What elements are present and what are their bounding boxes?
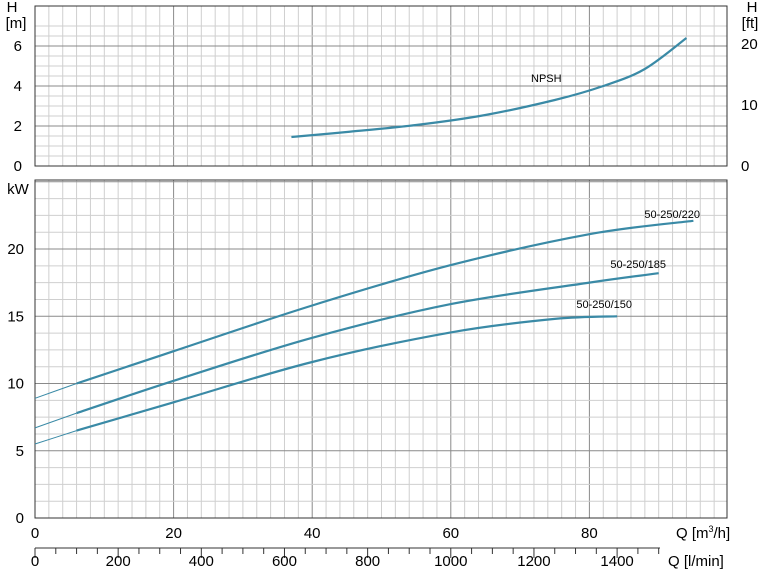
x2-tick-label: 0 <box>31 553 39 570</box>
y-tick-label: 20 <box>7 241 24 258</box>
y-axis-unit-top: [m] <box>6 15 27 32</box>
y2-tick-label: 0 <box>741 158 749 175</box>
series-label: 50-250/150 <box>576 299 632 311</box>
x2-tick-label: 800 <box>355 553 380 570</box>
y2-tick-label: 10 <box>741 97 758 114</box>
y-tick-label: 4 <box>14 78 22 95</box>
x-tick-label: 40 <box>304 525 321 542</box>
y-tick-label: 10 <box>7 376 24 393</box>
y-axis-label-top: H <box>7 0 18 16</box>
plot-frame <box>34 5 728 167</box>
x2-tick-label: 1200 <box>517 553 550 570</box>
series-line-start <box>34 383 77 399</box>
series-label: 50-250/220 <box>644 209 700 221</box>
series-label: 50-250/185 <box>610 259 666 271</box>
y-axis-label-kw: kW <box>7 181 30 198</box>
series-line <box>76 219 694 385</box>
x2-tick-label: 600 <box>272 553 297 570</box>
grid <box>34 179 728 519</box>
x-axis-unit-sup: 3 <box>709 524 714 534</box>
series-line <box>76 315 618 432</box>
y-tick-label: 2 <box>14 118 22 135</box>
x2-tick-label: 1000 <box>434 553 467 570</box>
y-tick-label: 15 <box>7 308 24 325</box>
y-tick-label: 0 <box>16 510 24 527</box>
y2-axis-unit-top: [ft] <box>742 15 759 32</box>
y-tick-label: 0 <box>14 158 22 175</box>
y2-axis-label-top: H <box>747 0 758 16</box>
x2-axis-label: Q [l/min] <box>668 553 724 570</box>
series-line <box>76 272 659 415</box>
x-tick-label: 60 <box>442 525 459 542</box>
grid <box>34 5 728 167</box>
plot-frame <box>34 179 728 519</box>
series-label: NPSH <box>531 73 562 85</box>
x2-tick-label: 400 <box>189 553 214 570</box>
series-line-npsh <box>291 37 688 139</box>
x-tick-label: 0 <box>31 525 39 542</box>
x2-tick-label: 200 <box>106 553 131 570</box>
series-line-start <box>34 430 77 445</box>
y-tick-label: 5 <box>16 443 24 460</box>
x-tick-label: 20 <box>165 525 182 542</box>
y2-tick-label: 20 <box>741 36 758 53</box>
x-axis-label: Q [m3/h] <box>676 524 730 542</box>
x-axis-unit-rest: /h] <box>714 525 731 542</box>
series-line-start <box>34 412 77 429</box>
x2-tick-label: 1400 <box>600 553 633 570</box>
y-tick-label: 6 <box>14 38 22 55</box>
x-tick-label: 80 <box>581 525 598 542</box>
